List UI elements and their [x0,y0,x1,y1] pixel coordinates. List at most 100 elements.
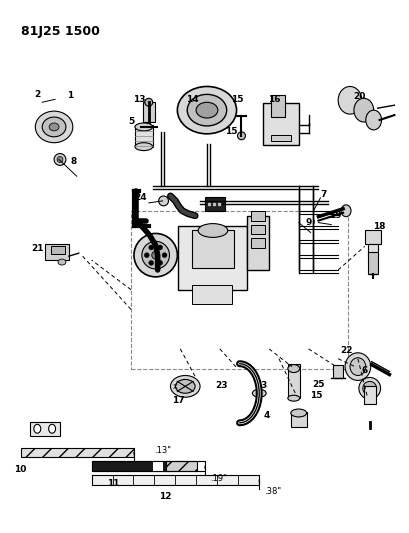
Text: .13": .13" [154,446,171,455]
Bar [166,462,197,471]
Bar [364,386,375,404]
Ellipse shape [359,377,381,399]
Ellipse shape [363,382,377,395]
Text: 10: 10 [14,465,27,474]
Bar [271,95,285,117]
Bar [135,125,153,147]
Polygon shape [30,422,60,435]
Ellipse shape [366,110,382,130]
Circle shape [149,261,154,265]
Ellipse shape [196,102,218,118]
Bar [252,224,265,235]
Circle shape [142,241,169,269]
Ellipse shape [175,379,195,393]
Ellipse shape [288,395,300,401]
Bar [263,103,299,144]
Bar [333,365,343,378]
Text: 2: 2 [34,90,40,99]
Ellipse shape [135,123,153,131]
Ellipse shape [49,123,59,131]
Bar [252,238,265,248]
Bar [45,244,69,260]
Ellipse shape [42,117,66,137]
Text: 13: 13 [133,95,145,104]
Text: 1: 1 [67,91,73,100]
Circle shape [54,154,66,165]
Ellipse shape [187,94,227,126]
Bar [92,475,259,485]
Ellipse shape [34,424,41,433]
Text: 24: 24 [135,193,147,203]
Text: 15: 15 [225,127,238,136]
Ellipse shape [58,259,66,265]
Bar [92,462,171,471]
Ellipse shape [354,98,374,122]
Circle shape [149,245,154,250]
Text: 6: 6 [362,366,368,375]
Text: 12: 12 [159,492,172,502]
Text: 20: 20 [354,92,366,101]
Bar [368,244,378,256]
Ellipse shape [288,365,300,373]
Bar [252,211,265,221]
Text: 25: 25 [312,380,325,389]
Circle shape [57,157,63,163]
Text: 14: 14 [186,95,198,104]
Bar [271,135,291,141]
Text: 21: 21 [31,244,43,253]
Ellipse shape [350,358,366,376]
Bar [131,211,348,369]
Circle shape [159,196,169,206]
Text: 8: 8 [71,157,77,166]
Text: 15: 15 [310,391,323,400]
Bar [192,230,234,268]
Circle shape [152,251,160,259]
Bar [92,462,205,471]
Ellipse shape [345,353,371,381]
Bar [192,285,231,304]
Circle shape [157,261,162,265]
Bar [143,102,155,122]
Circle shape [157,245,162,250]
Ellipse shape [35,111,73,143]
Ellipse shape [135,143,153,151]
Circle shape [238,132,245,140]
Bar [365,230,381,244]
Ellipse shape [338,86,362,114]
Circle shape [144,253,149,257]
Text: 22: 22 [340,346,352,356]
Bar [288,364,300,398]
Text: 81J25 1500: 81J25 1500 [20,26,99,38]
Text: 23: 23 [216,381,228,390]
Ellipse shape [171,376,200,397]
Ellipse shape [252,389,266,397]
Bar [51,246,65,254]
Ellipse shape [178,86,236,134]
Bar [247,216,269,270]
Ellipse shape [341,205,351,217]
Text: 3: 3 [260,381,266,390]
Ellipse shape [198,223,228,237]
Text: 18: 18 [373,222,386,231]
Text: 16: 16 [268,95,280,104]
Bar [205,197,225,211]
Text: X: X [173,384,178,390]
Text: .19": .19" [210,474,227,482]
Text: 11: 11 [107,479,119,488]
Bar [178,225,247,289]
Text: 9: 9 [306,218,312,227]
Bar [20,448,134,457]
Circle shape [134,233,178,277]
Ellipse shape [291,409,307,417]
Text: .38": .38" [264,487,281,496]
Text: 4: 4 [264,411,270,421]
Text: 19: 19 [329,211,342,220]
Text: 7: 7 [320,190,326,199]
Circle shape [162,253,167,257]
Bar [291,412,307,427]
Ellipse shape [49,424,56,433]
Text: 15: 15 [231,95,244,104]
Text: 5: 5 [128,117,134,126]
Text: 17: 17 [172,395,185,405]
Circle shape [145,98,153,106]
